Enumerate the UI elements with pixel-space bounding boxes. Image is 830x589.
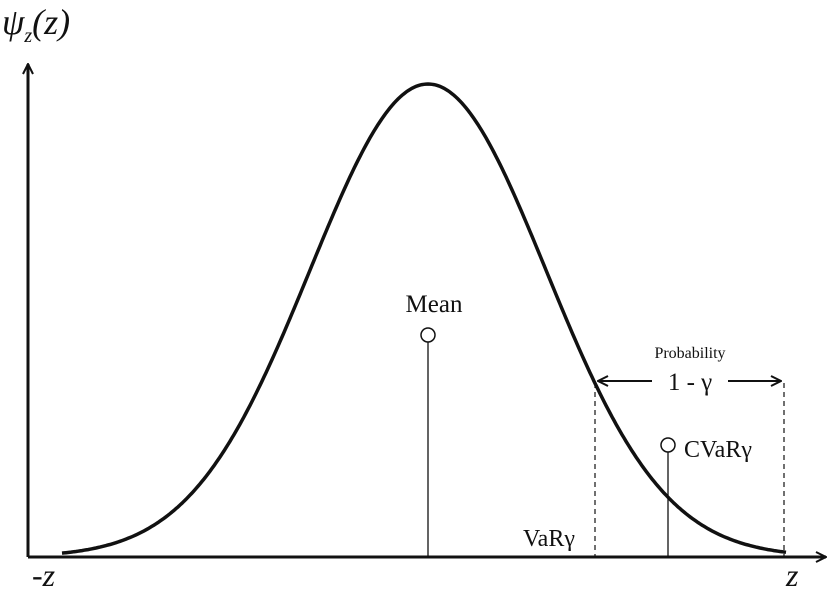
y-label-symbol: ψ [2,2,25,42]
cvar-marker [660,437,676,453]
x-left-label: -z [32,557,56,589]
cvar-label: CVaRγ [684,437,752,463]
density-curve [61,82,787,555]
x-right-label: z [785,557,799,589]
var-label: VaRγ [523,526,575,552]
y-axis-label: ψz(z) [2,2,70,47]
probability-label: Probability [654,345,725,362]
mean-label: Mean [406,291,463,318]
mean-marker [420,327,436,343]
y-label-argument: (z) [32,2,70,42]
y-label-subscript: z [23,25,32,47]
tail-label: 1 - γ [668,369,712,396]
